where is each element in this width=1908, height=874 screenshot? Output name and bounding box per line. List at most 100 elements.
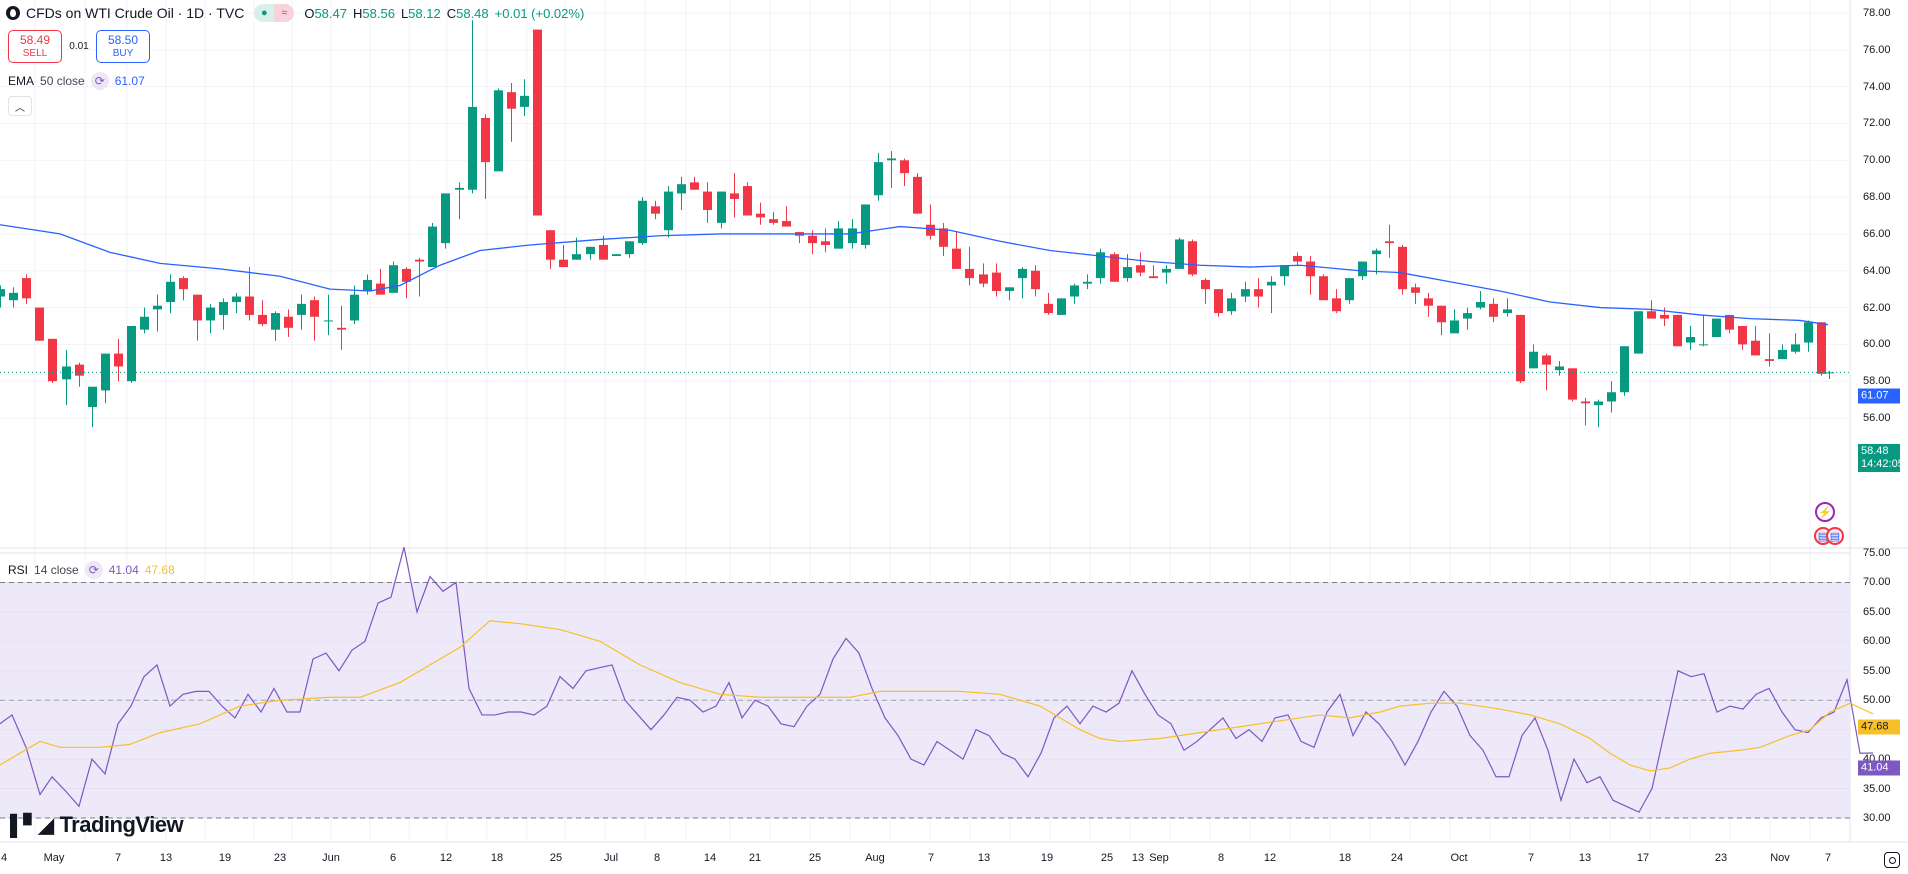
candle-body xyxy=(428,226,437,268)
ema-value: 61.07 xyxy=(114,74,145,88)
candle-body xyxy=(1738,325,1747,345)
time-tick: Oct xyxy=(1450,852,1468,864)
ema-legend[interactable]: EMA 50 close ⟳ 61.07 xyxy=(8,72,145,90)
candle-body xyxy=(1751,340,1760,356)
rsi-params: 14 close xyxy=(34,563,79,577)
candle-body xyxy=(481,117,490,163)
candle-body xyxy=(1031,270,1040,290)
rsi-legend[interactable]: RSI 14 close ⟳ 41.04 47.68 xyxy=(8,561,175,579)
open-value: 58.47 xyxy=(314,5,347,21)
candle-body xyxy=(1686,337,1695,343)
rsi-tick: 35.00 xyxy=(1863,782,1891,795)
price-tick: 56.00 xyxy=(1863,412,1891,425)
rsi-ma-value: 47.68 xyxy=(144,563,175,577)
watermark-text: TradingView xyxy=(59,812,184,837)
price-tick: 78.00 xyxy=(1863,7,1891,19)
buy-button[interactable]: 58.50 BUY xyxy=(96,30,150,63)
candle-body xyxy=(520,95,529,107)
candle-body xyxy=(612,254,621,257)
candle-body xyxy=(1817,322,1826,374)
tradingview-logo-icon: ▌▘◢ xyxy=(10,814,54,837)
us-flag-event-icon[interactable]: ▤ xyxy=(1826,527,1844,545)
time-tick: 19 xyxy=(1040,852,1054,864)
candle-body xyxy=(1503,309,1512,314)
candle-body xyxy=(1825,372,1834,374)
candle-body xyxy=(1450,320,1459,334)
candle-body xyxy=(1725,314,1734,330)
ema-price-tag: 61.07 xyxy=(1858,388,1900,404)
time-tick: 6 xyxy=(389,852,397,864)
candle-body xyxy=(1555,366,1564,371)
candle-body xyxy=(1424,298,1433,306)
time-tick: 25 xyxy=(1100,852,1114,864)
candle-body xyxy=(599,244,608,260)
last-price: 58.48 xyxy=(1861,445,1889,457)
time-tick: Sep xyxy=(1149,852,1169,864)
lightning-event-icon[interactable]: ⚡ xyxy=(1815,502,1835,522)
candle-body xyxy=(651,206,660,214)
time-tick: 13 xyxy=(1578,852,1592,864)
candle-body xyxy=(1083,281,1092,284)
time-tick: 8 xyxy=(653,852,661,864)
candle-body xyxy=(1201,279,1210,290)
rsi-tick: 75.00 xyxy=(1863,547,1891,559)
market-open-icon: ● xyxy=(254,4,275,22)
collapse-legend-button[interactable]: ︿ xyxy=(8,96,32,116)
candle-body xyxy=(1463,313,1472,319)
candle-body xyxy=(1791,344,1800,352)
symbol-legend: CFDs on WTI Crude Oil · 1D · TVC ● ≈ O58… xyxy=(6,4,584,22)
candle-body xyxy=(507,92,516,109)
time-tick: 19 xyxy=(218,852,232,864)
candle-body xyxy=(677,184,686,194)
candle-body xyxy=(415,259,424,262)
settings-gear-icon[interactable] xyxy=(1884,852,1900,868)
rsi-tick: 30.00 xyxy=(1863,812,1891,824)
rsi-ma-line xyxy=(0,620,1874,772)
candle-body xyxy=(0,289,5,297)
sell-button[interactable]: 58.49 SELL xyxy=(8,30,62,63)
candle-body xyxy=(1411,287,1420,293)
market-status[interactable]: ● ≈ xyxy=(254,4,295,22)
time-tick: 7 xyxy=(114,852,122,864)
close-label: C xyxy=(446,5,457,21)
delayed-data-icon: ≈ xyxy=(274,4,295,22)
time-tick: 12 xyxy=(439,852,453,864)
candle-body xyxy=(939,228,948,247)
time-tick: 23 xyxy=(1714,852,1728,864)
time-tick: Jul xyxy=(603,852,619,864)
price-tick: 70.00 xyxy=(1863,154,1891,167)
candle-body xyxy=(35,307,44,341)
time-tick: 18 xyxy=(1338,852,1352,864)
candle-body xyxy=(245,296,254,315)
candle-body xyxy=(441,193,450,244)
candle-body xyxy=(1699,344,1708,346)
price-tick: 58.00 xyxy=(1863,375,1891,388)
candle-body xyxy=(1254,289,1263,297)
time-tick: 23 xyxy=(273,852,287,864)
candle-body xyxy=(1123,267,1132,279)
time-tick: 13 xyxy=(159,852,173,864)
candle-body xyxy=(1437,305,1446,323)
candle-body xyxy=(455,187,464,190)
candle-body xyxy=(1634,311,1643,354)
symbol-title[interactable]: CFDs on WTI Crude Oil · 1D · TVC xyxy=(26,5,245,21)
candle-body xyxy=(22,278,31,299)
candle-body xyxy=(1319,276,1328,301)
ema-line xyxy=(0,224,1829,326)
candle-body xyxy=(1280,265,1289,277)
refresh-icon[interactable]: ⟳ xyxy=(90,72,109,90)
time-tick: May xyxy=(43,852,65,864)
low-value: 58.12 xyxy=(408,5,441,21)
candle-body xyxy=(821,241,830,245)
candle-body xyxy=(848,228,857,244)
refresh-icon[interactable]: ⟳ xyxy=(84,561,103,579)
candle-body xyxy=(808,235,817,244)
candle-body xyxy=(965,268,974,279)
candle-body xyxy=(1778,349,1787,360)
rsi-line xyxy=(0,546,1874,813)
tradingview-watermark[interactable]: ▌▘◢ TradingView xyxy=(10,812,184,838)
time-tick: 25 xyxy=(549,852,563,864)
candle-body xyxy=(572,254,581,260)
candle-body xyxy=(1057,298,1066,315)
